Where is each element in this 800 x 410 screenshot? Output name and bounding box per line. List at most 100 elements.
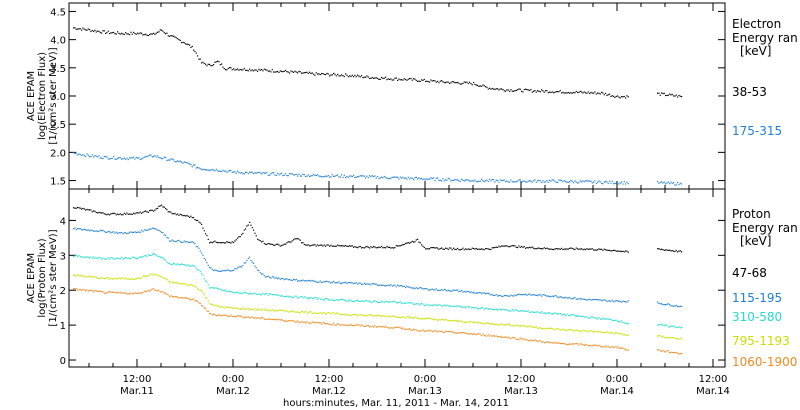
data-point [523, 338, 525, 340]
data-point [407, 176, 409, 178]
data-point [446, 81, 448, 83]
data-point [489, 87, 491, 89]
data-point [130, 231, 132, 233]
data-point [103, 277, 105, 280]
data-point [197, 288, 199, 290]
data-point [127, 232, 129, 235]
data-point [358, 176, 360, 178]
data-point [86, 208, 88, 211]
data-point [662, 324, 664, 326]
data-point [483, 85, 485, 87]
data-point [570, 179, 572, 182]
data-point [582, 249, 584, 251]
data-point [343, 299, 345, 301]
data-point [447, 81, 449, 83]
data-point [241, 171, 243, 174]
data-point [249, 309, 251, 311]
data-point [338, 176, 340, 178]
data-point [231, 270, 233, 272]
data-point [194, 164, 196, 166]
data-point [530, 180, 532, 182]
data-point [445, 289, 447, 291]
data-point [387, 315, 389, 317]
data-point [613, 249, 615, 252]
data-point [435, 247, 437, 249]
data-point [606, 249, 608, 251]
data-point [335, 245, 337, 247]
data-point [658, 349, 660, 351]
data-point [226, 290, 228, 293]
data-point [605, 180, 607, 183]
data-point [85, 155, 87, 158]
data-point [234, 171, 236, 173]
data-point [626, 250, 628, 252]
data-point [567, 314, 569, 317]
data-point [83, 208, 85, 210]
data-point [283, 309, 285, 311]
data-point [575, 298, 577, 300]
data-point [622, 347, 624, 349]
data-point [90, 276, 92, 278]
data-point [191, 284, 193, 286]
data-point [342, 324, 344, 326]
data-point [202, 274, 204, 276]
data-point [535, 326, 537, 328]
data-point [137, 32, 139, 34]
data-point [350, 300, 352, 302]
data-point [130, 292, 132, 294]
data-point [553, 249, 555, 251]
data-point [231, 315, 233, 318]
data-point [547, 341, 549, 343]
data-point [163, 32, 165, 34]
data-point [221, 270, 223, 272]
data-point [414, 288, 416, 290]
data-point [565, 329, 567, 331]
data-point [139, 158, 141, 161]
data-point [77, 28, 79, 30]
data-point [111, 291, 113, 293]
data-point [430, 304, 432, 306]
data-point [157, 31, 159, 33]
data-point [626, 322, 628, 325]
data-point [590, 316, 592, 318]
data-point [213, 269, 215, 272]
data-point [438, 319, 440, 321]
data-point [349, 299, 351, 301]
data-point [125, 232, 127, 234]
proton-panel-frame [68, 188, 726, 368]
data-point [265, 318, 267, 320]
data-point [473, 333, 475, 335]
data-point [407, 302, 409, 304]
data-point [245, 262, 247, 264]
data-point [179, 264, 181, 266]
data-point [419, 304, 421, 306]
data-point [259, 240, 261, 242]
proton-legend-title: Proton [732, 207, 771, 221]
data-point [378, 301, 380, 304]
data-point [278, 244, 280, 246]
data-point [374, 77, 376, 79]
data-point [114, 158, 116, 160]
data-point [487, 248, 489, 250]
data-point [325, 280, 327, 283]
data-point [102, 291, 104, 293]
data-point [243, 262, 245, 264]
data-point [146, 156, 148, 158]
data-point [425, 317, 427, 319]
data-point [430, 317, 432, 320]
data-point [579, 180, 581, 182]
data-point [627, 300, 629, 302]
data-point [445, 179, 447, 181]
data-point [495, 308, 497, 310]
data-point [181, 41, 183, 44]
data-point [315, 281, 317, 283]
data-point [531, 181, 533, 183]
data-point [431, 304, 433, 306]
data-point [73, 256, 75, 258]
data-point [363, 76, 365, 78]
data-point [666, 350, 668, 352]
data-point [577, 248, 579, 250]
data-point [583, 181, 585, 183]
data-point [99, 290, 101, 292]
